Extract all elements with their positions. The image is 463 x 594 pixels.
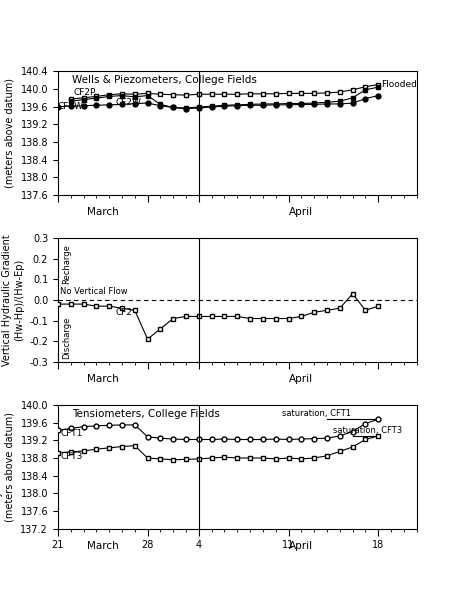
Text: saturation, CFT1: saturation, CFT1 [282,409,351,418]
Y-axis label: Water Level
(meters above datum): Water Level (meters above datum) [0,78,15,188]
Text: Discharge: Discharge [62,317,71,359]
Text: CF2W: CF2W [116,98,141,107]
Text: CF2: CF2 [116,308,132,317]
Text: saturation, CFT3: saturation, CFT3 [333,426,402,435]
Text: March: March [87,207,119,217]
Text: Recharge: Recharge [62,244,71,284]
Text: April: April [289,207,313,217]
Text: Flooded: Flooded [381,80,417,89]
Text: CFT3: CFT3 [61,452,83,462]
Y-axis label: Vertical Hydraulic Gradient
(Hw-Hp)/(Hw-Ep): Vertical Hydraulic Gradient (Hw-Hp)/(Hw-… [2,234,24,366]
Y-axis label: Hydraulic Head
(meters above datum): Hydraulic Head (meters above datum) [0,412,15,522]
Text: Tensiometers, College Fields: Tensiometers, College Fields [72,409,220,419]
Text: April: April [289,374,313,384]
Text: No Vertical Flow: No Vertical Flow [61,287,128,296]
Text: CFT1: CFT1 [61,429,83,438]
Text: Wells & Piezometers, College Fields: Wells & Piezometers, College Fields [72,75,257,85]
Text: March: March [87,541,119,551]
Text: CF1W: CF1W [58,102,84,111]
Text: April: April [289,541,313,551]
Text: CF2P: CF2P [73,88,96,97]
Text: March: March [87,374,119,384]
